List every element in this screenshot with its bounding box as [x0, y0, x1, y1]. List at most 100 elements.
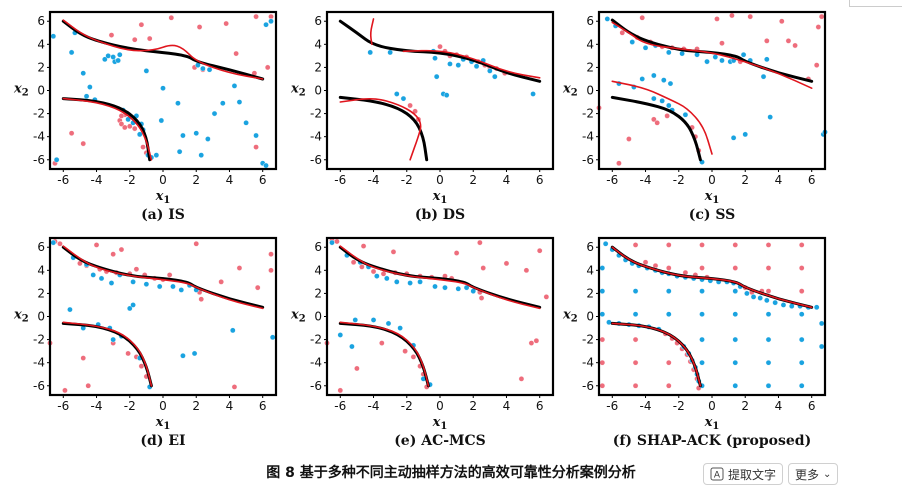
failure-sample-point	[813, 62, 820, 68]
safe-sample-point	[632, 288, 639, 294]
safe-sample-point	[447, 61, 453, 67]
chart-panel-e: -6 -4 -2 0 2 4 6 6 4 2 0 -2 -4 -6 x1 x2 (e) AC-MCS	[290, 236, 555, 449]
failure-sample-point	[651, 116, 657, 123]
safe-sample-point	[156, 283, 163, 290]
safe-sample-point	[176, 148, 183, 155]
y-tick-label: 6	[586, 240, 594, 254]
x-tick-label: -6	[606, 173, 618, 187]
safe-sample-point	[818, 343, 825, 350]
safe-sample-point	[105, 53, 111, 59]
safe-sample-point	[767, 114, 773, 120]
safe-sample-point	[153, 152, 160, 158]
safe-sample-point	[730, 135, 737, 141]
safe-sample-point	[699, 311, 705, 317]
failure-sample-point	[765, 265, 772, 271]
safe-sample-point	[352, 317, 359, 323]
failure-sample-point	[57, 240, 63, 247]
safe-sample-point	[126, 305, 133, 312]
estimated-limit-state-curve	[62, 245, 264, 310]
x-tick-label: 0	[708, 173, 716, 187]
x-tick-label: 4	[775, 399, 783, 413]
x-tick-label: -6	[606, 399, 618, 413]
chevron-down-icon: ⌄	[823, 468, 832, 480]
y-tick-label: -2	[33, 107, 45, 121]
estimated-limit-state-curve	[62, 97, 153, 161]
failure-sample-point	[126, 123, 133, 130]
failure-sample-point	[815, 24, 822, 30]
failure-sample-point	[665, 359, 672, 366]
estimated-limit-state-curve	[62, 321, 153, 387]
y-tick-label: 0	[586, 310, 594, 324]
failure-sample-point	[665, 242, 672, 248]
y-tick-label: -4	[582, 130, 594, 144]
y-tick-label: 6	[586, 14, 594, 28]
failure-sample-point	[402, 348, 408, 354]
x-tick-label: 2	[741, 173, 749, 187]
safe-sample-point	[205, 136, 211, 142]
svg-text:A: A	[714, 471, 721, 481]
y-tick-label: 2	[37, 60, 45, 74]
failure-sample-point	[370, 268, 377, 275]
y-tick-label: 4	[586, 263, 594, 277]
safe-sample-point	[329, 239, 335, 246]
failure-sample-point	[626, 136, 632, 142]
failure-sample-point	[533, 337, 540, 344]
x-axis-label: x1	[432, 189, 448, 206]
safe-sample-point	[599, 288, 606, 294]
safe-sample-point	[772, 299, 778, 306]
x-tick-label: -6	[334, 173, 346, 187]
y-tick-label: -6	[33, 379, 45, 393]
safe-sample-point	[68, 49, 75, 56]
panel-caption: (e) AC-MCS	[394, 433, 486, 449]
safe-sample-point	[417, 279, 423, 285]
safe-sample-point	[732, 288, 739, 294]
y-tick-label: 4	[586, 37, 594, 51]
safe-sample-point	[732, 382, 739, 389]
x-tick-label: 2	[192, 173, 200, 187]
y-tick-label: 0	[37, 84, 45, 98]
failure-sample-point	[140, 144, 146, 150]
safe-sample-point	[102, 56, 108, 63]
failure-sample-point	[765, 288, 772, 294]
x-tick-label: 0	[708, 399, 716, 413]
extract-text-button[interactable]: A 提取文字	[703, 463, 784, 485]
x-tick-label: 0	[159, 173, 167, 187]
safe-sample-point	[160, 85, 166, 91]
y-tick-label: -2	[582, 333, 594, 347]
chart-panel-a: -6 -4 -2 0 2 4 6 6 4 2 0 -2 -4 -6 x1 x2 (a) IS	[13, 10, 278, 223]
safe-sample-point	[665, 311, 672, 317]
failure-sample-point	[778, 18, 785, 25]
x-tick-label: 4	[226, 399, 234, 413]
failure-sample-point	[798, 242, 805, 248]
failure-sample-point	[599, 336, 606, 343]
x-tick-label: 6	[259, 399, 267, 413]
more-button[interactable]: 更多 ⌄	[788, 463, 839, 485]
x-tick-label: 4	[503, 399, 511, 413]
x-axis-label: x1	[704, 415, 720, 432]
safe-sample-point	[487, 68, 493, 74]
safe-sample-point	[665, 49, 672, 56]
x-tick-label: -4	[91, 173, 103, 187]
safe-sample-point	[712, 54, 719, 60]
safe-sample-point	[349, 343, 355, 350]
safe-sample-point	[665, 288, 672, 294]
failure-sample-point	[518, 376, 525, 382]
x-tick-label: 6	[536, 173, 544, 187]
x-tick-label: -2	[124, 173, 136, 187]
safe-sample-point	[407, 280, 413, 286]
safe-sample-point	[158, 117, 165, 124]
failure-sample-point	[665, 265, 672, 271]
failure-sample-point	[453, 250, 460, 256]
safe-sample-point	[90, 272, 97, 278]
x-tick-label: -2	[401, 173, 413, 187]
safe-sample-point	[732, 336, 739, 343]
estimated-limit-state-curve	[339, 321, 430, 387]
estimated-limit-state-curve	[339, 97, 422, 161]
failure-sample-point	[632, 242, 639, 248]
y-tick-label: 2	[314, 286, 322, 300]
failure-sample-point	[379, 340, 385, 346]
failure-sample-point	[528, 340, 535, 346]
failure-sample-point	[390, 249, 397, 255]
x-tick-label: 6	[808, 173, 816, 187]
safe-sample-point	[813, 304, 820, 311]
